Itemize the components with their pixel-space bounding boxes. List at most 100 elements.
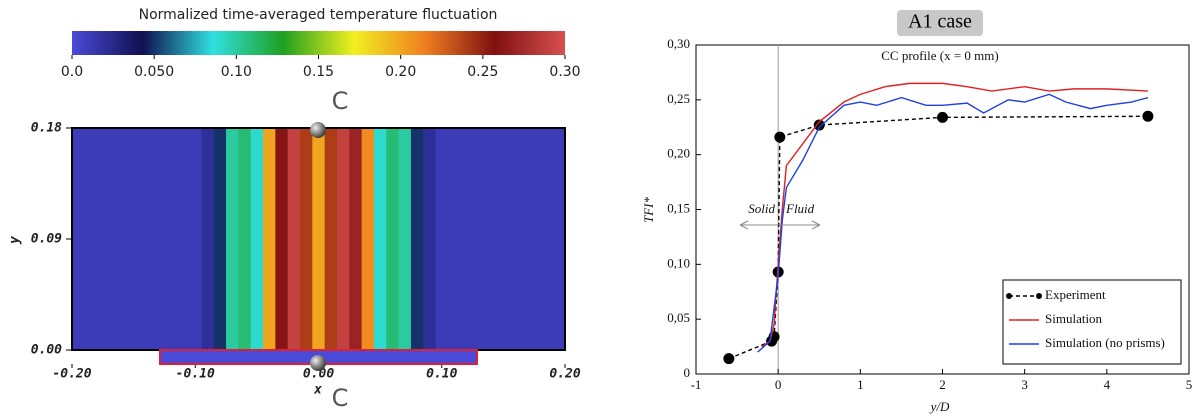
legend-label: Experiment xyxy=(1045,287,1106,302)
y-tick-label: 0,25 xyxy=(667,91,690,106)
y-tick-label: 0,15 xyxy=(667,200,690,215)
legend-label: Simulation xyxy=(1045,311,1103,326)
region-label: Solid xyxy=(748,201,775,216)
x-tick-label: 3 xyxy=(1021,377,1028,392)
x-tick-label: -1 xyxy=(691,377,702,392)
y-tick-label: 0.18 xyxy=(31,121,62,136)
field-cell xyxy=(189,128,203,350)
legend-label: Simulation (no prisms) xyxy=(1045,335,1165,350)
y-tick-label: 0,30 xyxy=(667,36,690,51)
field-cell xyxy=(287,128,301,350)
field-cell xyxy=(435,128,449,350)
field-cell xyxy=(497,128,511,350)
field-cell xyxy=(250,128,264,350)
probe-marker xyxy=(310,355,326,371)
field-cell xyxy=(300,128,313,350)
field-cell xyxy=(472,128,486,350)
field xyxy=(72,128,565,350)
field-cell xyxy=(373,128,387,350)
series-line xyxy=(761,82,1148,348)
field-cell xyxy=(164,128,178,350)
field-cell xyxy=(423,128,437,350)
x-tick-label: 0.20 xyxy=(549,367,580,382)
x-axis-label: x xyxy=(313,383,322,398)
annotation: CC profile (x = 0 mm) xyxy=(881,48,998,63)
region-label: Fluid xyxy=(785,201,815,216)
colorbar-tick-label: 0.30 xyxy=(549,64,580,80)
chart-title: A1 case xyxy=(908,11,972,33)
legend-marker xyxy=(1006,293,1012,299)
series-line xyxy=(728,115,1148,360)
field-cell xyxy=(72,128,79,350)
colorbar-tick-label: 0.15 xyxy=(303,64,334,80)
title-box xyxy=(897,10,983,36)
field-cell xyxy=(78,128,92,350)
x-tick-label: 4 xyxy=(1104,377,1111,392)
colorbar-tick-label: 0.0 xyxy=(61,64,83,80)
field-cell xyxy=(398,128,412,350)
data-point xyxy=(1142,110,1154,122)
field-cell xyxy=(90,128,104,350)
data-point xyxy=(937,111,948,123)
field-cell xyxy=(336,128,350,350)
field-cell xyxy=(152,128,166,350)
y-axis-label: TFI* xyxy=(641,197,656,224)
field-cell xyxy=(213,128,227,350)
colorbar-tick-label: 0.20 xyxy=(385,64,416,80)
colorbar-title: Normalized time-averaged temperature flu… xyxy=(139,7,498,23)
field-cell xyxy=(176,128,190,350)
line-chart: -1 0 1 2 3 4 500,050,100,150,200,250,30Experim… xyxy=(667,36,1192,392)
data-point xyxy=(723,353,735,365)
data-point xyxy=(813,119,825,131)
y-tick-label: 0.00 xyxy=(31,343,62,358)
field-cell xyxy=(238,128,252,350)
field-cell xyxy=(201,128,215,350)
field-cell xyxy=(275,128,289,350)
colorbar-tick-label: 0.25 xyxy=(467,64,498,80)
field-cell xyxy=(349,128,363,350)
field-cell xyxy=(361,128,375,350)
field-cell xyxy=(127,128,141,350)
field-cell xyxy=(534,128,548,350)
x-tick-label: 1 xyxy=(857,377,864,392)
field-cell xyxy=(509,128,523,350)
y-axis-label: y xyxy=(8,236,23,245)
field-cell xyxy=(521,128,535,350)
y-tick-label: 0,10 xyxy=(667,255,690,270)
field-cell xyxy=(115,128,129,350)
field-cell xyxy=(546,128,560,350)
x-tick-label: -0.20 xyxy=(52,367,91,382)
x-tick-label: 5 xyxy=(1186,377,1193,392)
field-cell xyxy=(410,128,424,350)
data-point xyxy=(774,131,786,143)
field-cell xyxy=(484,128,498,350)
field-cell xyxy=(324,128,338,350)
field-cell xyxy=(102,128,116,350)
y-tick-label: 0.09 xyxy=(31,232,62,247)
colorbar xyxy=(72,31,565,55)
field-cell xyxy=(386,128,400,350)
field-cell xyxy=(460,128,474,350)
colorbar-tick-label: 0.050 xyxy=(134,64,174,80)
colorbar-tick-label: 0.10 xyxy=(221,64,252,80)
field-cell xyxy=(263,128,276,350)
x-tick-label: -0.10 xyxy=(176,367,215,382)
y-tick-label: 0,05 xyxy=(667,310,690,325)
legend-box xyxy=(1002,279,1182,365)
x-tick-label: 0.00 xyxy=(303,367,334,382)
heatmap: 0.0 0.050 0.10 0.15 0.20 0.25 0.30 -0.20 -0.10 0.… xyxy=(31,55,581,382)
field-cell xyxy=(558,128,565,350)
probe-marker xyxy=(310,122,326,138)
profile-label: C xyxy=(332,384,349,412)
y-tick-label: 0,20 xyxy=(667,146,690,161)
x-tick-label: 0.10 xyxy=(426,367,457,382)
series-line xyxy=(757,93,1149,353)
legend-marker xyxy=(1036,293,1042,299)
y-tick-label: 0 xyxy=(684,365,691,380)
field-cell xyxy=(312,128,326,350)
field-cell xyxy=(226,128,239,350)
field-cell xyxy=(447,128,461,350)
region-arrow xyxy=(739,220,821,230)
x-axis-label: y/D xyxy=(929,399,950,414)
